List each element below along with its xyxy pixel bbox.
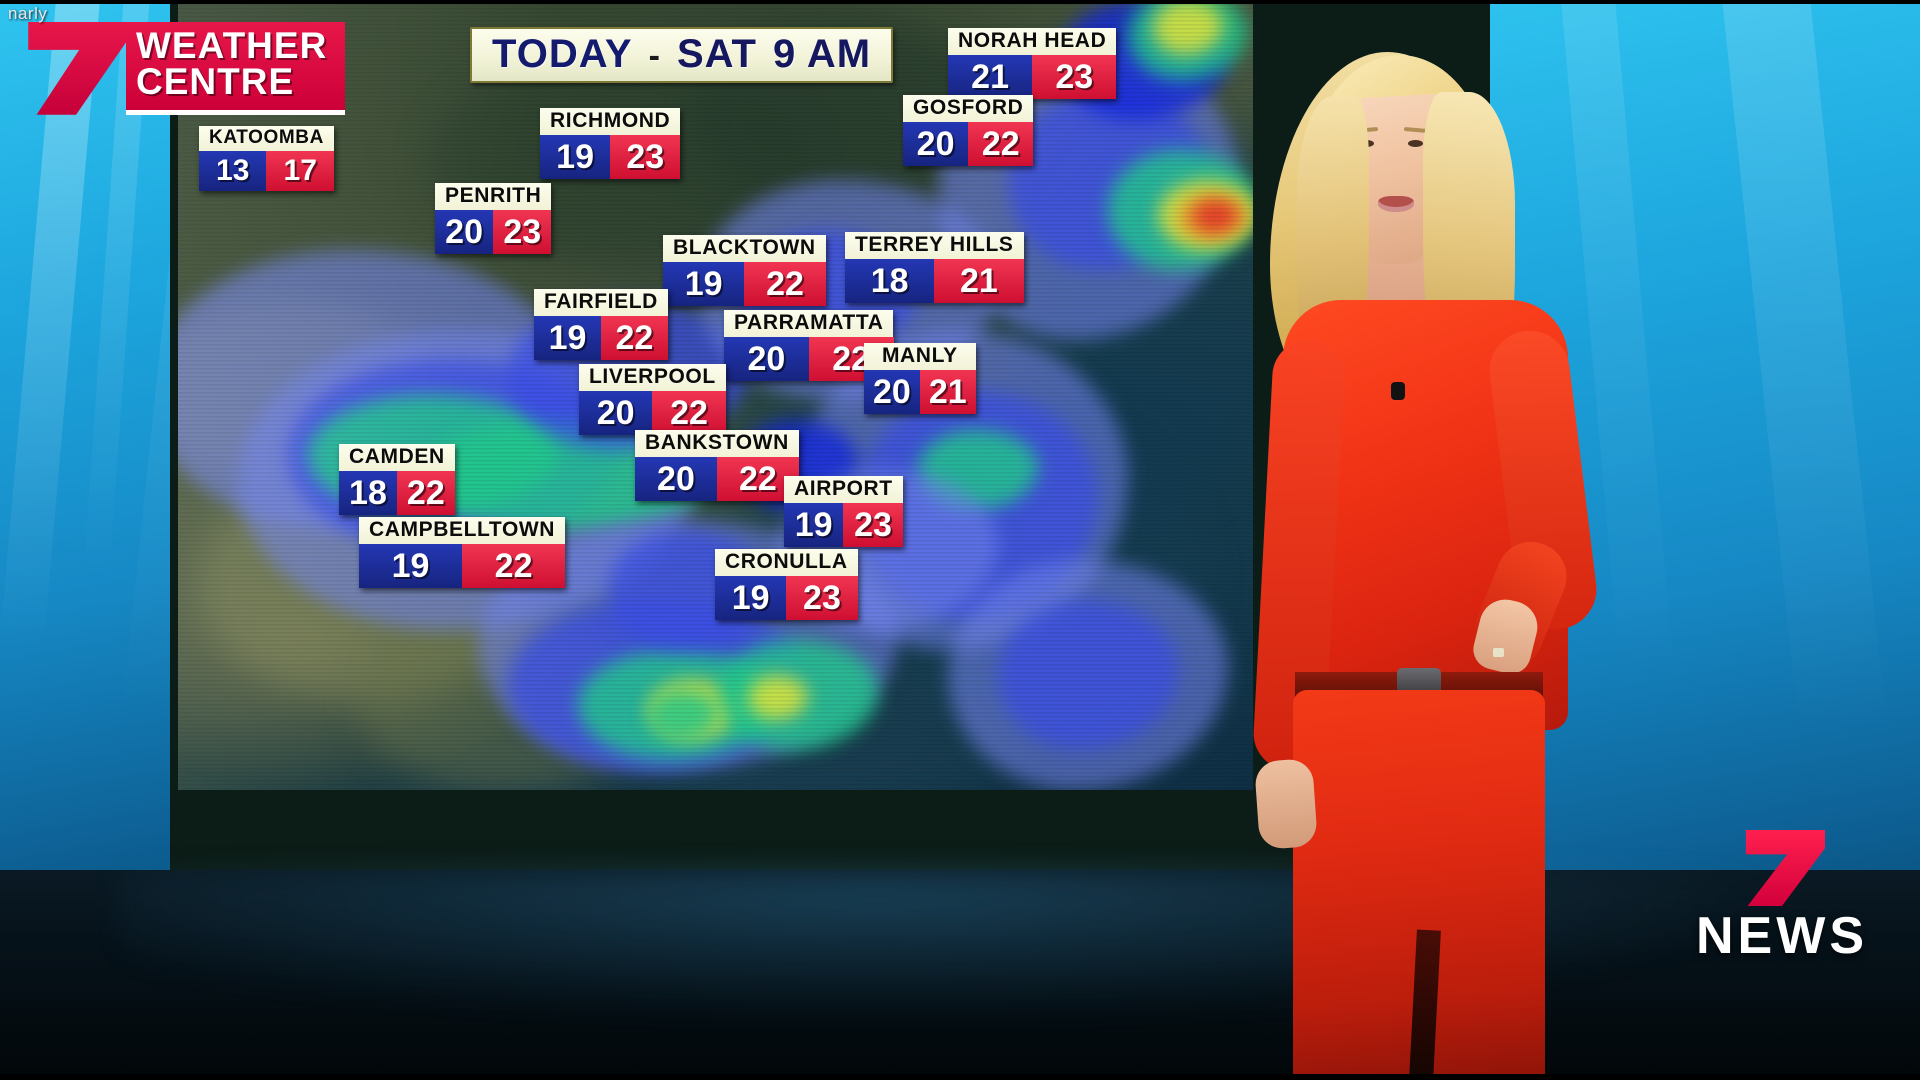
min-temperature: 19	[540, 135, 611, 180]
banner-dash: -	[648, 37, 661, 75]
min-temperature: 20	[903, 122, 969, 167]
station-temperatures: 19 22	[663, 262, 826, 307]
min-temperature: 18	[339, 471, 397, 516]
station-name: CAMPBELLTOWN	[359, 517, 566, 545]
station-name: LIVERPOOL	[579, 364, 726, 392]
max-temperature: 22	[968, 122, 1034, 167]
min-temperature: 19	[534, 316, 601, 361]
station-temperatures: 19 23	[784, 503, 903, 548]
station-name: MANLY	[864, 343, 976, 371]
min-temperature: 20	[635, 457, 717, 502]
banner-title: TODAY	[492, 32, 633, 76]
max-temperature: 23	[843, 503, 903, 548]
station-card[interactable]: BANKSTOWN 20 22	[635, 430, 799, 502]
station-card[interactable]: KATOOMBA 13 17	[199, 126, 334, 191]
min-temperature: 13	[199, 150, 267, 191]
station-name: CAMDEN	[339, 444, 455, 472]
min-temperature: 20	[864, 370, 920, 415]
station-card[interactable]: CAMPBELLTOWN 19 22	[359, 517, 566, 589]
max-temperature: 23	[610, 135, 681, 180]
source-watermark: narly	[8, 4, 48, 23]
station-name: CRONULLA	[715, 549, 858, 577]
max-temperature: 22	[462, 544, 566, 589]
station-name: RICHMOND	[540, 108, 681, 136]
min-temperature: 19	[784, 503, 844, 548]
station-temperatures: 21 23	[948, 55, 1117, 100]
weather-centre-logo: WEATHER CENTRE	[22, 22, 346, 115]
min-temperature: 21	[948, 55, 1033, 100]
station-temperatures: 18 21	[845, 259, 1024, 304]
station-name: GOSFORD	[903, 95, 1034, 123]
station-temperatures: 20 22	[903, 122, 1034, 167]
max-temperature: 22	[652, 391, 726, 436]
station-card[interactable]: RICHMOND 19 23	[540, 108, 681, 180]
min-temperature: 20	[435, 210, 494, 255]
weather-presenter	[1185, 0, 1655, 1080]
station-card[interactable]: GOSFORD 20 22	[903, 95, 1034, 167]
min-temperature: 20	[724, 337, 809, 382]
station-temperatures: 19 22	[534, 316, 668, 361]
station-name: PENRITH	[435, 183, 552, 211]
max-temperature: 23	[493, 210, 552, 255]
weather-centre-wordmark: WEATHER CENTRE	[126, 22, 346, 115]
max-temperature: 23	[786, 576, 858, 621]
min-temperature: 19	[715, 576, 787, 621]
weather-centre-line1: WEATHER	[136, 25, 328, 66]
station-card[interactable]: TERREY HILLS 18 21	[845, 232, 1024, 304]
station-card[interactable]: FAIRFIELD 19 22	[534, 289, 668, 361]
station-temperatures: 18 22	[339, 471, 455, 516]
station-name: KATOOMBA	[199, 126, 334, 151]
news-wordmark: NEWS	[1696, 907, 1868, 965]
min-temperature: 20	[579, 391, 653, 436]
max-temperature: 22	[600, 316, 668, 361]
max-temperature: 23	[1032, 55, 1117, 100]
station-card[interactable]: BLACKTOWN 19 22	[663, 235, 826, 307]
max-temperature: 21	[919, 370, 976, 415]
station-temperatures: 20 21	[864, 370, 976, 415]
seven-logo-icon	[1745, 830, 1825, 906]
min-temperature: 19	[663, 262, 745, 307]
lapel-microphone-icon	[1391, 382, 1405, 400]
station-temperatures: 13 17	[199, 150, 334, 191]
station-name: AIRPORT	[784, 476, 903, 504]
banner-day: SAT	[676, 32, 757, 76]
station-card[interactable]: CAMDEN 18 22	[339, 444, 455, 516]
max-temperature: 21	[934, 259, 1024, 304]
station-name: TERREY HILLS	[845, 232, 1024, 260]
station-name: BLACKTOWN	[663, 235, 826, 263]
station-temperatures: 19 23	[540, 135, 681, 180]
station-card[interactable]: AIRPORT 19 23	[784, 476, 903, 548]
station-card[interactable]: CRONULLA 19 23	[715, 549, 858, 621]
station-card[interactable]: MANLY 20 21	[864, 343, 976, 415]
seven-logo-icon	[28, 22, 126, 115]
station-temperatures: 20 23	[435, 210, 552, 255]
station-temperatures: 19 23	[715, 576, 858, 621]
station-temperatures: 20 22	[635, 457, 799, 502]
max-temperature: 22	[396, 471, 455, 516]
station-name: FAIRFIELD	[534, 289, 668, 317]
station-card[interactable]: NORAH HEAD 21 23	[948, 28, 1117, 100]
min-temperature: 19	[359, 544, 463, 589]
station-name: NORAH HEAD	[948, 28, 1117, 56]
station-name: BANKSTOWN	[635, 430, 799, 458]
station-temperatures: 20 22	[579, 391, 726, 436]
weather-centre-line2: CENTRE	[136, 60, 295, 102]
banner-time: 9 AM	[772, 32, 872, 76]
max-temperature: 22	[744, 262, 826, 307]
station-card[interactable]: PENRITH 20 23	[435, 183, 552, 255]
studio-floor	[0, 870, 1920, 1080]
station-name: PARRAMATTA	[724, 310, 894, 338]
max-temperature: 17	[266, 150, 334, 191]
forecast-period-banner: TODAY - SAT 9 AM	[470, 27, 894, 83]
station-temperatures: 19 22	[359, 544, 566, 589]
seven-news-logo: NEWS	[1696, 830, 1868, 962]
station-card[interactable]: LIVERPOOL 20 22	[579, 364, 726, 436]
min-temperature: 18	[845, 259, 935, 304]
